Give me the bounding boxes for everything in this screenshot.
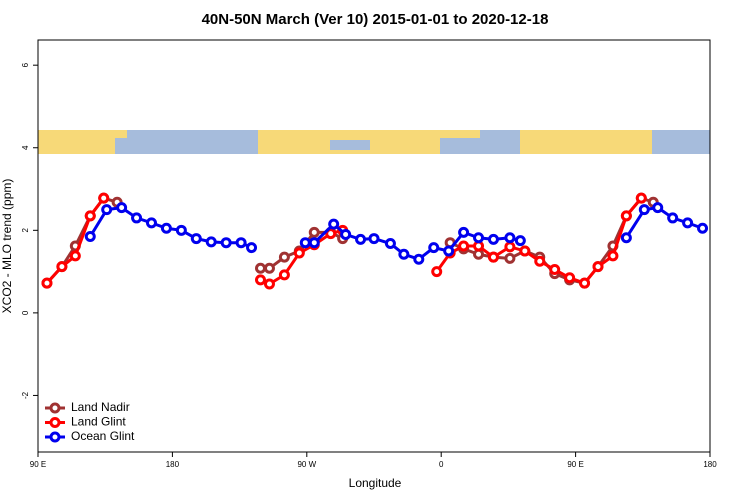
point	[519, 245, 531, 257]
point	[263, 278, 275, 290]
y-tick-label: 0	[21, 310, 30, 315]
point	[56, 261, 68, 273]
point	[487, 233, 499, 245]
point	[299, 237, 311, 249]
point	[564, 272, 576, 284]
point	[160, 222, 172, 234]
point	[41, 277, 53, 289]
point	[263, 262, 275, 274]
point	[308, 237, 320, 249]
point	[84, 231, 96, 243]
point	[682, 217, 694, 229]
point	[131, 212, 143, 224]
point	[458, 240, 470, 252]
point	[190, 233, 202, 245]
plot-frame	[37, 39, 711, 453]
point	[145, 217, 157, 229]
point	[620, 210, 632, 222]
point	[328, 218, 340, 230]
point	[278, 251, 290, 263]
point	[592, 261, 604, 273]
point	[116, 202, 128, 214]
y-axis-label: XCO2 - MLO trend (ppm)	[0, 179, 14, 314]
y-tick-label: 6	[21, 62, 30, 67]
legend-label: Land Glint	[71, 415, 126, 429]
point	[504, 252, 516, 264]
point	[205, 236, 217, 248]
x-tick-label: 90 E	[567, 460, 583, 469]
point	[413, 253, 425, 265]
y-tick-label: 4	[21, 145, 30, 150]
point	[607, 250, 619, 262]
point	[355, 233, 367, 245]
point	[514, 235, 526, 247]
point	[368, 233, 380, 245]
legend-label: Ocean Glint	[71, 429, 135, 443]
point	[635, 192, 647, 204]
point	[255, 262, 267, 274]
point	[101, 204, 113, 216]
chart-title: 40N-50N March (Ver 10) 2015-01-01 to 202…	[202, 11, 549, 28]
point	[308, 226, 320, 238]
legend-label: Land Nadir	[71, 400, 130, 414]
x-tick-label: 0	[439, 460, 444, 469]
point	[246, 242, 258, 254]
point	[98, 192, 110, 204]
point	[220, 237, 232, 249]
map-strip	[38, 130, 710, 154]
x-axis-label: Longitude	[349, 476, 402, 490]
point	[652, 202, 664, 214]
point	[579, 277, 591, 289]
point	[398, 248, 410, 260]
point	[638, 204, 650, 216]
point	[534, 255, 546, 267]
point	[69, 250, 81, 262]
legend-marker	[49, 417, 61, 428]
point	[487, 251, 499, 263]
point	[293, 247, 305, 259]
point	[667, 212, 679, 224]
y-tick-label: 2	[21, 228, 30, 233]
point	[384, 238, 396, 250]
point	[84, 210, 96, 222]
point	[325, 228, 337, 240]
point	[473, 232, 485, 244]
point	[697, 222, 709, 234]
x-tick-label: 90 W	[297, 460, 316, 469]
point	[504, 241, 516, 253]
legend-marker	[49, 402, 61, 414]
x-tick-label: 90 E	[30, 460, 46, 469]
point	[428, 242, 440, 254]
series-line	[305, 222, 521, 261]
x-tick-label: 180	[166, 460, 180, 469]
point	[458, 226, 470, 238]
legend-marker	[49, 431, 61, 443]
point	[255, 274, 267, 286]
point	[443, 245, 455, 257]
series-line	[435, 197, 643, 285]
point	[175, 224, 187, 236]
x-tick-label: 180	[703, 460, 717, 469]
point	[235, 237, 247, 249]
point	[340, 228, 352, 240]
point	[620, 232, 632, 244]
point	[431, 266, 443, 278]
point	[549, 264, 561, 276]
y-tick-label: -2	[21, 391, 30, 399]
point	[278, 269, 290, 281]
point	[504, 232, 516, 244]
